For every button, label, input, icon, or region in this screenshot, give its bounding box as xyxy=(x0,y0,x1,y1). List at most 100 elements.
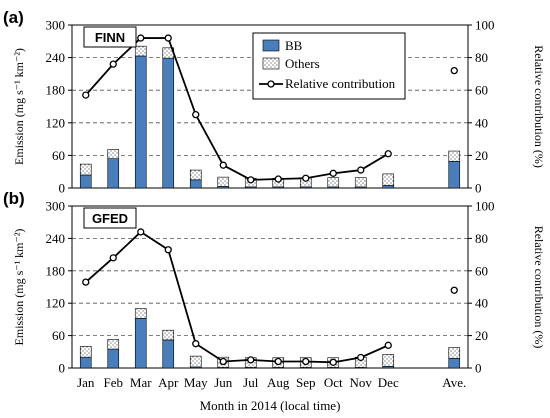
y-tick-label: 60 xyxy=(52,148,65,163)
panel-label: (b) xyxy=(3,189,25,208)
chart-panel-2: 0 60 120 180 240 300 0 20 40 60 80 100 Emission (mg … xyxy=(3,189,546,390)
relative-contribution-point xyxy=(137,228,145,236)
relative-contribution-point xyxy=(82,278,90,286)
relative-contribution-point xyxy=(219,161,227,169)
y-tick-label: 0 xyxy=(59,361,66,376)
y-right-tick-label: 60 xyxy=(475,83,488,98)
legend-marker-swatch xyxy=(267,80,275,88)
bar-others xyxy=(327,177,340,188)
relative-contribution-point xyxy=(329,169,337,177)
relative-contribution-point xyxy=(302,174,310,182)
bar-bb xyxy=(448,161,461,189)
plot-area-frame xyxy=(71,205,469,369)
relative-contribution-point xyxy=(450,66,458,75)
legend-label-others: Others xyxy=(285,56,320,71)
legend-label-relative-contribution: Relative contribution xyxy=(285,76,396,91)
bar-bb xyxy=(448,357,461,369)
legend-label-bb: BB xyxy=(285,38,303,53)
relative-contribution-point xyxy=(192,111,200,119)
x-tick-label: Ave. xyxy=(442,375,466,390)
y-tick-label: 300 xyxy=(46,199,66,214)
y-right-tick-label: 0 xyxy=(475,181,482,196)
chart-panel-1: 0 60 120 180 240 300 0 20 40 60 80 100 Emission (mg … xyxy=(3,8,546,196)
bar-others xyxy=(354,177,367,188)
y-tick-label: 0 xyxy=(59,181,66,196)
y-tick-label: 240 xyxy=(46,50,66,65)
inventory-label: FINN xyxy=(95,30,125,45)
x-tick-label: Jul xyxy=(243,375,259,390)
y-right-tick-label: 40 xyxy=(475,296,488,311)
x-tick-label: May xyxy=(184,375,208,390)
bar-bb xyxy=(162,57,175,189)
relative-contribution-point xyxy=(137,34,145,42)
x-tick-label: Jun xyxy=(214,375,233,390)
relative-contribution-point xyxy=(302,357,310,366)
y-right-tick-label: 80 xyxy=(475,50,488,65)
bar-bb xyxy=(189,179,202,189)
bar-others xyxy=(79,163,92,176)
bar-bb xyxy=(382,184,395,189)
x-tick-label: Apr xyxy=(158,375,179,390)
bar-others xyxy=(189,169,202,181)
x-tick-label: Mar xyxy=(130,375,152,390)
y-right-axis-label: Relative contribution (%) xyxy=(532,226,546,349)
y-tick-label: 120 xyxy=(46,296,66,311)
x-tick-label: Aug xyxy=(267,375,290,390)
relative-contribution-point xyxy=(274,357,282,366)
y-right-tick-label: 80 xyxy=(475,231,488,246)
legend-swatch-bb xyxy=(262,39,280,52)
relative-contribution-point xyxy=(164,246,172,254)
bar-others xyxy=(134,45,147,57)
y-tick-label: 240 xyxy=(46,231,66,246)
bar-others xyxy=(107,339,120,350)
relative-contribution-point xyxy=(219,357,227,366)
y-right-tick-label: 100 xyxy=(475,199,495,214)
y-tick-label: 120 xyxy=(46,115,66,130)
x-axis-label: Month in 2014 (local time) xyxy=(200,398,341,413)
bar-bb xyxy=(79,174,92,189)
relative-contribution-point xyxy=(109,60,117,68)
bar-bb xyxy=(162,339,175,369)
bar-others xyxy=(448,150,461,162)
relative-contribution-point xyxy=(357,353,365,362)
x-tick-label: Feb xyxy=(104,375,124,390)
relative-contribution-point xyxy=(384,150,392,158)
bar-others xyxy=(382,354,395,367)
bar-bb xyxy=(134,55,147,189)
inventory-label-box xyxy=(83,207,137,229)
x-tick-label: Dec xyxy=(378,375,399,390)
x-tick-label: Sep xyxy=(296,375,316,390)
x-tick-label: Oct xyxy=(324,375,343,390)
y-axis-label: Emission (mg s⁻¹ km⁻²) xyxy=(12,48,26,165)
relative-contribution-point xyxy=(247,176,255,184)
y-tick-label: 180 xyxy=(46,263,66,278)
y-right-tick-label: 20 xyxy=(475,148,488,163)
inventory-label-box xyxy=(83,26,137,48)
x-tick-label: Nov xyxy=(350,375,373,390)
inventory-label: GFED xyxy=(92,211,128,226)
y-right-tick-label: 40 xyxy=(475,115,488,130)
y-tick-label: 180 xyxy=(46,83,66,98)
relative-contribution-line xyxy=(85,230,389,364)
relative-contribution-point xyxy=(192,340,200,348)
y-tick-label: 60 xyxy=(52,328,65,343)
bar-others xyxy=(448,347,461,359)
bar-others xyxy=(162,329,175,341)
y-right-tick-label: 0 xyxy=(475,361,482,376)
y-right-tick-label: 100 xyxy=(475,18,495,33)
y-right-tick-label: 60 xyxy=(475,263,488,278)
y-axis-label: Emission (mg s⁻¹ km⁻²) xyxy=(12,229,26,346)
plot-area-frame xyxy=(71,24,469,189)
relative-contribution-point xyxy=(450,286,458,294)
y-tick-label: 300 xyxy=(46,18,66,33)
bar-others xyxy=(134,308,147,319)
bar-bb xyxy=(134,318,147,369)
x-tick-label: Jan xyxy=(77,375,95,390)
relative-contribution-point xyxy=(329,358,337,366)
relative-contribution-point xyxy=(384,341,392,349)
y-right-tick-label: 20 xyxy=(475,328,488,343)
legend-swatch-others xyxy=(262,57,280,70)
y-right-axis-label: Relative contribution (%) xyxy=(532,45,546,168)
bar-others xyxy=(79,346,92,358)
